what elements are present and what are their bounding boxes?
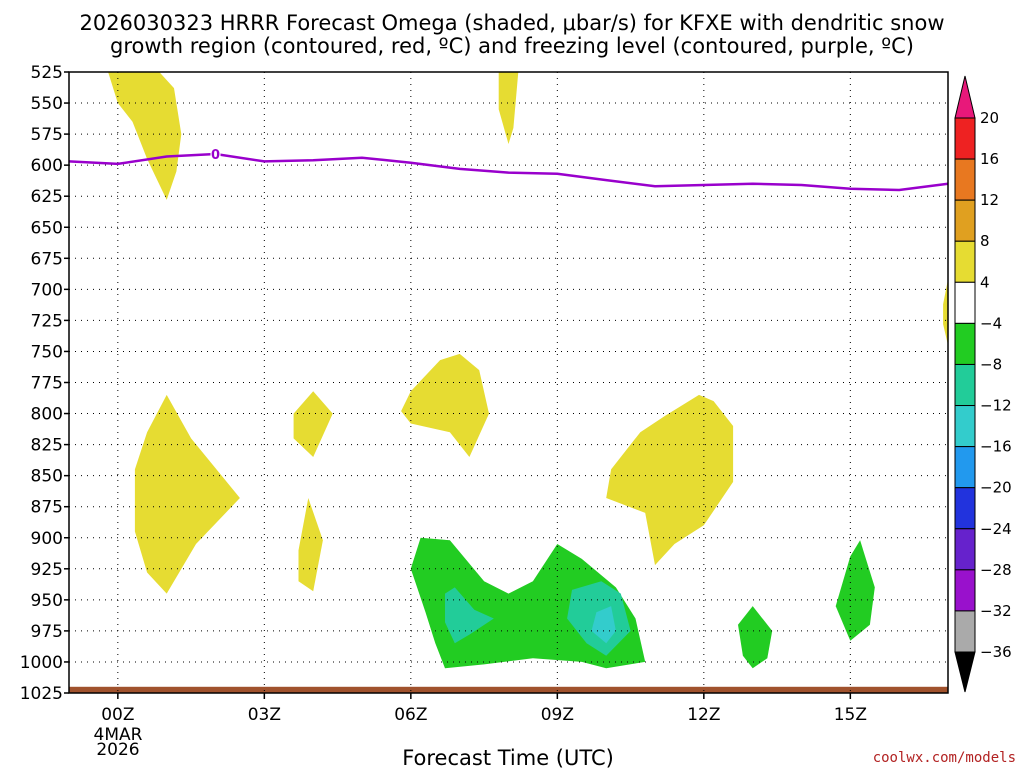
y-tick-label-825: 825 — [31, 436, 63, 456]
colorbar-label-2: 12 — [980, 191, 999, 209]
colorbar-swatch-1 — [954, 158, 976, 201]
grid-lines — [69, 72, 948, 693]
colorbar-swatch-12 — [954, 610, 976, 653]
x-axis: 00Z 03Z 06Z 09Z 12Z 15Z — [101, 693, 867, 725]
omega-region-0 — [108, 72, 182, 200]
colorbar-swatch-3 — [954, 240, 976, 283]
terrain-surface — [69, 686, 948, 693]
colorbar-swatch-8 — [954, 446, 976, 489]
colorbar-label-9: −20 — [980, 479, 1012, 497]
y-tick-label-800: 800 — [31, 405, 63, 425]
colorbar-swatch-2 — [954, 199, 976, 242]
colorbar-label-10: −24 — [980, 520, 1012, 538]
colorbar-swatch-9 — [954, 487, 976, 530]
date-label-year: 2026 — [96, 740, 139, 760]
x-tick-label-12Z: 12Z — [687, 705, 720, 725]
credit-text: coolwx.com/models — [873, 750, 1016, 766]
y-tick-label-875: 875 — [31, 498, 63, 518]
terrain-layer — [69, 686, 948, 693]
freezing-level-layer: 0 — [68, 146, 949, 192]
colorbar-top-cap — [954, 75, 976, 119]
y-tick-label-850: 850 — [31, 467, 63, 487]
colorbar-label-8: −16 — [980, 438, 1012, 456]
omega-region-5 — [401, 353, 489, 457]
colorbar-swatch-5 — [954, 322, 976, 365]
colorbar-label-5: −4 — [980, 314, 1002, 332]
omega-region-3 — [293, 391, 333, 457]
x-axis-title: Forecast Time (UTC) — [402, 746, 614, 768]
colorbar-label-7: −12 — [980, 397, 1012, 415]
colorbar-label-3: 8 — [980, 232, 990, 250]
colorbar-label-4: 4 — [980, 273, 990, 291]
colorbar-label-12: −32 — [980, 602, 1012, 620]
y-axis: 525 550 575 600 625 650 675 700 725 750 775 800 825 8… — [20, 63, 69, 704]
freezing-level-line — [68, 152, 949, 192]
omega-region-11 — [445, 587, 494, 644]
date-label-day: 4MAR — [94, 725, 143, 745]
y-tick-label-725: 725 — [31, 311, 63, 331]
colorbar-swatch-10 — [954, 528, 976, 571]
y-tick-label-650: 650 — [31, 218, 63, 238]
colorbar-swatch-4 — [954, 281, 976, 324]
colorbar-label-1: 16 — [980, 150, 999, 168]
y-tick-label-1025: 1025 — [20, 684, 63, 704]
y-tick-label-700: 700 — [31, 280, 63, 300]
y-tick-label-750: 750 — [31, 342, 63, 362]
colorbar-label-6: −8 — [980, 355, 1002, 373]
y-tick-label-1000: 1000 — [20, 653, 63, 673]
y-tick-label-600: 600 — [31, 156, 63, 176]
y-tick-label-525: 525 — [31, 63, 63, 83]
omega-region-9 — [738, 606, 773, 669]
omega-colorbar: 20 16 12 8 4 −4 −8 −12 −16 −20 −24 −28 −32 −36 — [954, 75, 1012, 693]
y-tick-label-775: 775 — [31, 374, 63, 394]
colorbar-label-11: −28 — [980, 561, 1012, 579]
x-tick-label-15Z: 15Z — [834, 705, 867, 725]
freezing-label-bg — [210, 146, 221, 161]
omega-region-4 — [298, 498, 323, 592]
omega-region-1 — [498, 72, 519, 144]
y-tick-label-925: 925 — [31, 560, 63, 580]
y-tick-label-950: 950 — [31, 591, 63, 611]
x-tick-label-03Z: 03Z — [248, 705, 281, 725]
omega-region-7 — [943, 279, 948, 346]
y-tick-label-575: 575 — [31, 125, 63, 145]
x-tick-label-00Z: 00Z — [101, 705, 134, 725]
omega-region-2 — [134, 394, 240, 594]
y-tick-label-900: 900 — [31, 529, 63, 549]
colorbar-swatch-0 — [954, 117, 976, 160]
colorbar-swatch-11 — [954, 569, 976, 612]
colorbar-label-13: −36 — [980, 643, 1012, 661]
y-tick-label-675: 675 — [31, 249, 63, 269]
x-tick-label-06Z: 06Z — [394, 705, 427, 725]
omega-region-13 — [591, 606, 616, 644]
colorbar-swatch-6 — [954, 363, 976, 407]
freezing-level-label: 0 — [211, 148, 220, 163]
colorbar-swatch-7 — [954, 405, 976, 448]
y-tick-label-625: 625 — [31, 187, 63, 207]
colorbar-bottom-cap — [954, 651, 976, 693]
chart-title-line2: growth region (contoured, red, ºC) and f… — [110, 34, 914, 58]
y-tick-label-975: 975 — [31, 622, 63, 642]
y-tick-label-550: 550 — [31, 94, 63, 114]
omega-region-10 — [835, 540, 875, 641]
omega-shaded-regions — [108, 72, 948, 669]
chart-title-line1: 2026030323 HRRR Forecast Omega (shaded, … — [79, 11, 944, 35]
colorbar-label-0: 20 — [980, 109, 999, 127]
x-tick-label-09Z: 09Z — [541, 705, 574, 725]
omega-region-6 — [606, 394, 734, 566]
